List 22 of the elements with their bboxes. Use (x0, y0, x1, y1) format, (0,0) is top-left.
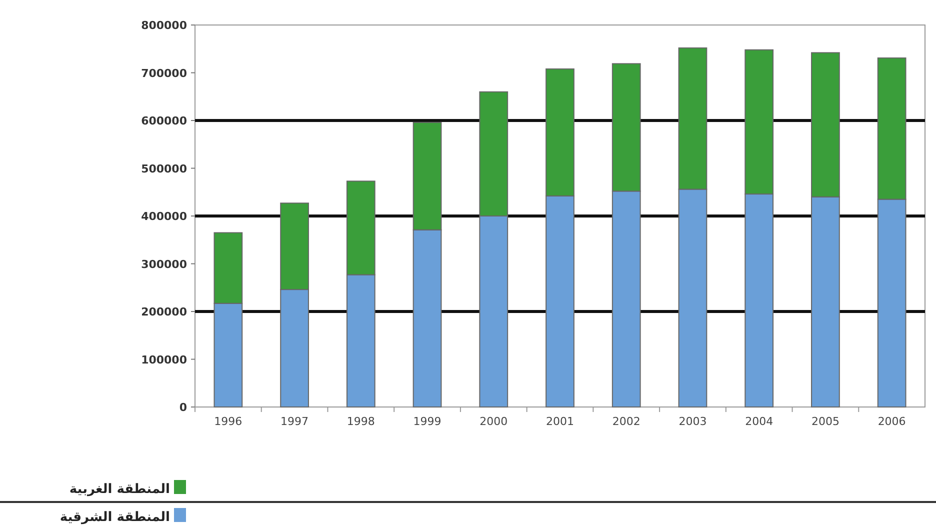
legend-label: المنطقة الشرقية (60, 510, 170, 525)
y-tick-label: 0 (179, 401, 188, 414)
x-tick-label: 2006 (878, 415, 906, 428)
y-tick-label: 600000 (141, 114, 188, 128)
x-tick-label: 2002 (612, 415, 640, 428)
legend-label: المنطقة الغربية (69, 482, 170, 497)
y-tick-label: 300000 (141, 258, 188, 271)
x-tick-label: 2003 (678, 415, 707, 428)
x-tick-label: 2000 (480, 415, 508, 428)
y-tick-label: 200000 (141, 306, 188, 318)
y-tick-label: 700000 (141, 66, 188, 80)
x-tick-label: 1998 (346, 415, 375, 428)
y-tick-label: 400000 (141, 210, 188, 223)
x-tick-label: 2001 (546, 415, 574, 428)
x-tick-label: 2004 (745, 415, 774, 428)
y-tick-label: 500000 (141, 162, 188, 176)
x-tick-label: 1996 (214, 415, 242, 428)
x-tick-label: 1997 (280, 415, 309, 428)
y-tick-label: 800000 (141, 19, 188, 32)
x-tick-label: 2005 (811, 415, 840, 428)
x-tick-label: 1999 (413, 415, 442, 428)
y-tick-label: 100000 (141, 353, 188, 366)
